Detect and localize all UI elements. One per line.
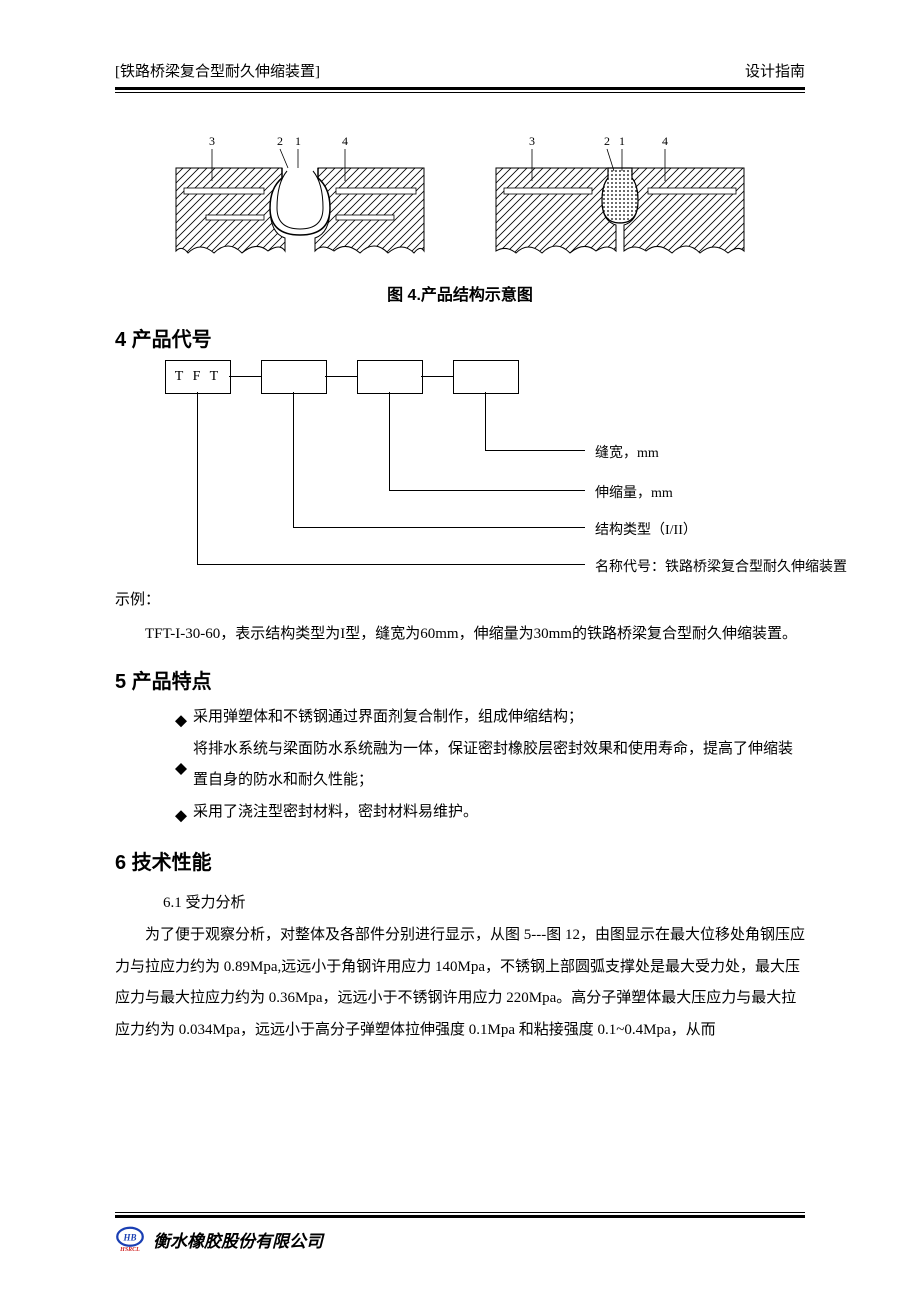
code-box-4 [453, 360, 519, 394]
code-diagram: T F T 缝宽，mm 伸缩量，mm 结构类型（I/II） 名称代号：铁路桥梁复… [165, 360, 805, 580]
example-lead: 示例： [115, 588, 805, 614]
code-label-2: 伸缩量，mm [595, 482, 673, 502]
figure-4-left: 3 2 1 4 [170, 133, 430, 263]
bullet-text: 采用弹塑体和不锈钢通过界面剂复合制作，组成伸缩结构； [193, 702, 583, 734]
section-6-title: 6 技术性能 [115, 846, 805, 875]
bullet-row: 采用弹塑体和不锈钢通过界面剂复合制作，组成伸缩结构； [175, 702, 805, 734]
footer: HB HSRCL 衡水橡胶股份有限公司 [115, 1212, 805, 1252]
section-6-body: 为了便于观察分析，对整体及各部件分别进行显示，从图 5---图 12，由图显示在… [115, 920, 805, 1046]
diamond-icon [175, 709, 187, 734]
svg-text:3: 3 [529, 134, 535, 148]
section-5-bullets: 采用弹塑体和不锈钢通过界面剂复合制作，组成伸缩结构； 将排水系统与梁面防水系统融… [175, 702, 805, 828]
page: [铁路桥梁复合型耐久伸缩装置] 设计指南 3 2 1 4 [0, 0, 920, 1302]
svg-text:1: 1 [619, 134, 625, 148]
code-box-1: T F T [165, 360, 231, 394]
bullet-row: 将排水系统与梁面防水系统融为一体，保证密封橡胶层密封效果和使用寿命，提高了伸缩装… [175, 734, 805, 797]
diamond-icon [175, 804, 187, 829]
diamond-icon [175, 741, 187, 797]
company-logo-icon: HB HSRCL [115, 1226, 145, 1252]
code-box-3 [357, 360, 423, 394]
header-row: [铁路桥梁复合型耐久伸缩装置] 设计指南 [115, 60, 805, 85]
figure-4-caption: 图 4.产品结构示意图 [115, 281, 805, 305]
header-left: [铁路桥梁复合型耐久伸缩装置] [115, 60, 320, 81]
section-5-title: 5 产品特点 [115, 665, 805, 694]
header-rule [115, 87, 805, 93]
code-label-4: 名称代号：铁路桥梁复合型耐久伸缩装置 [595, 556, 847, 576]
svg-text:3: 3 [209, 134, 215, 148]
svg-text:2: 2 [604, 134, 610, 148]
bullet-text: 将排水系统与梁面防水系统融为一体，保证密封橡胶层密封效果和使用寿命，提高了伸缩装… [193, 734, 805, 797]
footer-company: 衡水橡胶股份有限公司 [153, 1227, 323, 1252]
bullet-row: 采用了浇注型密封材料，密封材料易维护。 [175, 797, 805, 829]
figure-4-area: 3 2 1 4 [115, 133, 805, 263]
svg-text:HSRCL: HSRCL [119, 1247, 140, 1252]
section-6-sub: 6.1 受力分析 [163, 891, 805, 912]
header-right: 设计指南 [745, 60, 805, 81]
svg-text:4: 4 [342, 134, 348, 148]
section-4-title: 4 产品代号 [115, 323, 805, 352]
svg-text:1: 1 [295, 134, 301, 148]
code-label-1: 缝宽，mm [595, 442, 659, 462]
example-body: TFT-I-30-60，表示结构类型为I型，缝宽为60mm，伸缩量为30mm的铁… [115, 622, 805, 648]
svg-text:4: 4 [662, 134, 668, 148]
code-label-3: 结构类型（I/II） [595, 519, 697, 539]
figure-4-right: 3 2 1 4 [490, 133, 750, 263]
code-box-2 [261, 360, 327, 394]
svg-text:HB: HB [122, 1233, 136, 1243]
footer-row: HB HSRCL 衡水橡胶股份有限公司 [115, 1226, 805, 1252]
footer-rule [115, 1212, 805, 1218]
svg-text:2: 2 [277, 134, 283, 148]
bullet-text: 采用了浇注型密封材料，密封材料易维护。 [193, 797, 478, 829]
